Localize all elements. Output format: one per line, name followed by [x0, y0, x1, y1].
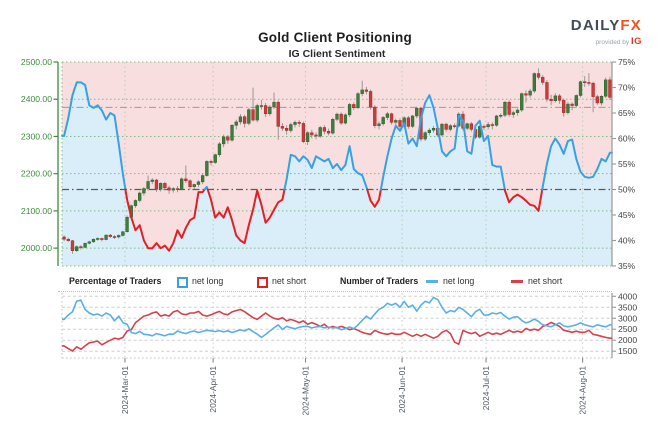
legend-count-net-short: net short: [528, 276, 563, 286]
svg-text:2024-Aug-01: 2024-Aug-01: [578, 366, 588, 415]
svg-text:2100.00: 2100.00: [21, 206, 52, 216]
net-short-count-dash-icon: [511, 280, 523, 283]
svg-text:2024-Mar-01: 2024-Mar-01: [120, 366, 130, 414]
count-net-long-line: [62, 296, 612, 339]
main-axes: 2500.00 2400.00 2300.00 2200.00 2100.00 2000.…: [21, 57, 636, 271]
ig-logo: IG: [630, 36, 642, 47]
svg-text:65%: 65%: [618, 108, 636, 118]
legend-count-header: Number of Traders: [340, 276, 419, 286]
svg-text:3500: 3500: [618, 302, 637, 312]
svg-text:2500: 2500: [618, 324, 637, 334]
svg-text:50%: 50%: [618, 185, 636, 195]
svg-text:2300.00: 2300.00: [21, 131, 52, 141]
svg-text:2400.00: 2400.00: [21, 94, 52, 104]
svg-text:45%: 45%: [618, 210, 636, 220]
x-axis-labels: 2024-Mar-01 2024-Apr-01 2024-May-01 2024-Ju…: [120, 358, 588, 415]
provided-by-text: provided by: [595, 39, 631, 46]
svg-text:2000: 2000: [618, 335, 637, 345]
net-long-count-dash-icon: [426, 280, 438, 283]
svg-text:75%: 75%: [618, 57, 636, 67]
dailyfx-logo-fx: FX: [620, 17, 642, 34]
chart-subtitle: IG Client Sentiment: [288, 48, 386, 60]
svg-text:55%: 55%: [618, 159, 636, 169]
svg-text:2024-Jul-01: 2024-Jul-01: [481, 366, 491, 411]
svg-text:1500: 1500: [618, 346, 637, 356]
sentiment-fills: [62, 62, 612, 267]
svg-text:4000: 4000: [618, 291, 637, 301]
dailyfx-logo-providedby: provided by IG: [571, 37, 642, 47]
legend-count-net-long: net long: [443, 276, 475, 286]
count-net-short-line: [62, 308, 612, 352]
svg-text:40%: 40%: [618, 236, 636, 246]
dailyfx-logo-daily: DAILY: [570, 17, 621, 34]
svg-text:70%: 70%: [618, 83, 636, 93]
legend-pct-net-long: net long: [192, 276, 224, 286]
svg-text:2500.00: 2500.00: [21, 57, 52, 67]
svg-text:3000: 3000: [618, 313, 637, 323]
dailyfx-logo: DAILYFX provided by IG: [571, 18, 642, 47]
legend-separator: [58, 291, 612, 292]
svg-text:2024-Jun-01: 2024-Jun-01: [397, 366, 407, 413]
candlestick-series: [62, 68, 612, 254]
reference-lines: [62, 106, 612, 191]
page-title: Gold Client Positioning: [258, 30, 412, 45]
legend-pct-header: Percentage of Traders: [69, 276, 162, 286]
svg-text:60%: 60%: [618, 134, 636, 144]
svg-text:2024-Apr-01: 2024-Apr-01: [208, 366, 218, 413]
legend-pct-net-short: net short: [272, 276, 307, 286]
svg-text:2024-May-01: 2024-May-01: [301, 366, 311, 416]
net-short-pct-swatch-icon: [257, 277, 268, 288]
svg-text:2000.00: 2000.00: [21, 243, 52, 253]
pct-sentiment-line: [61, 81, 613, 252]
net-long-pct-swatch-icon: [177, 277, 188, 288]
svg-text:2200.00: 2200.00: [21, 169, 52, 179]
svg-text:35%: 35%: [618, 261, 636, 271]
